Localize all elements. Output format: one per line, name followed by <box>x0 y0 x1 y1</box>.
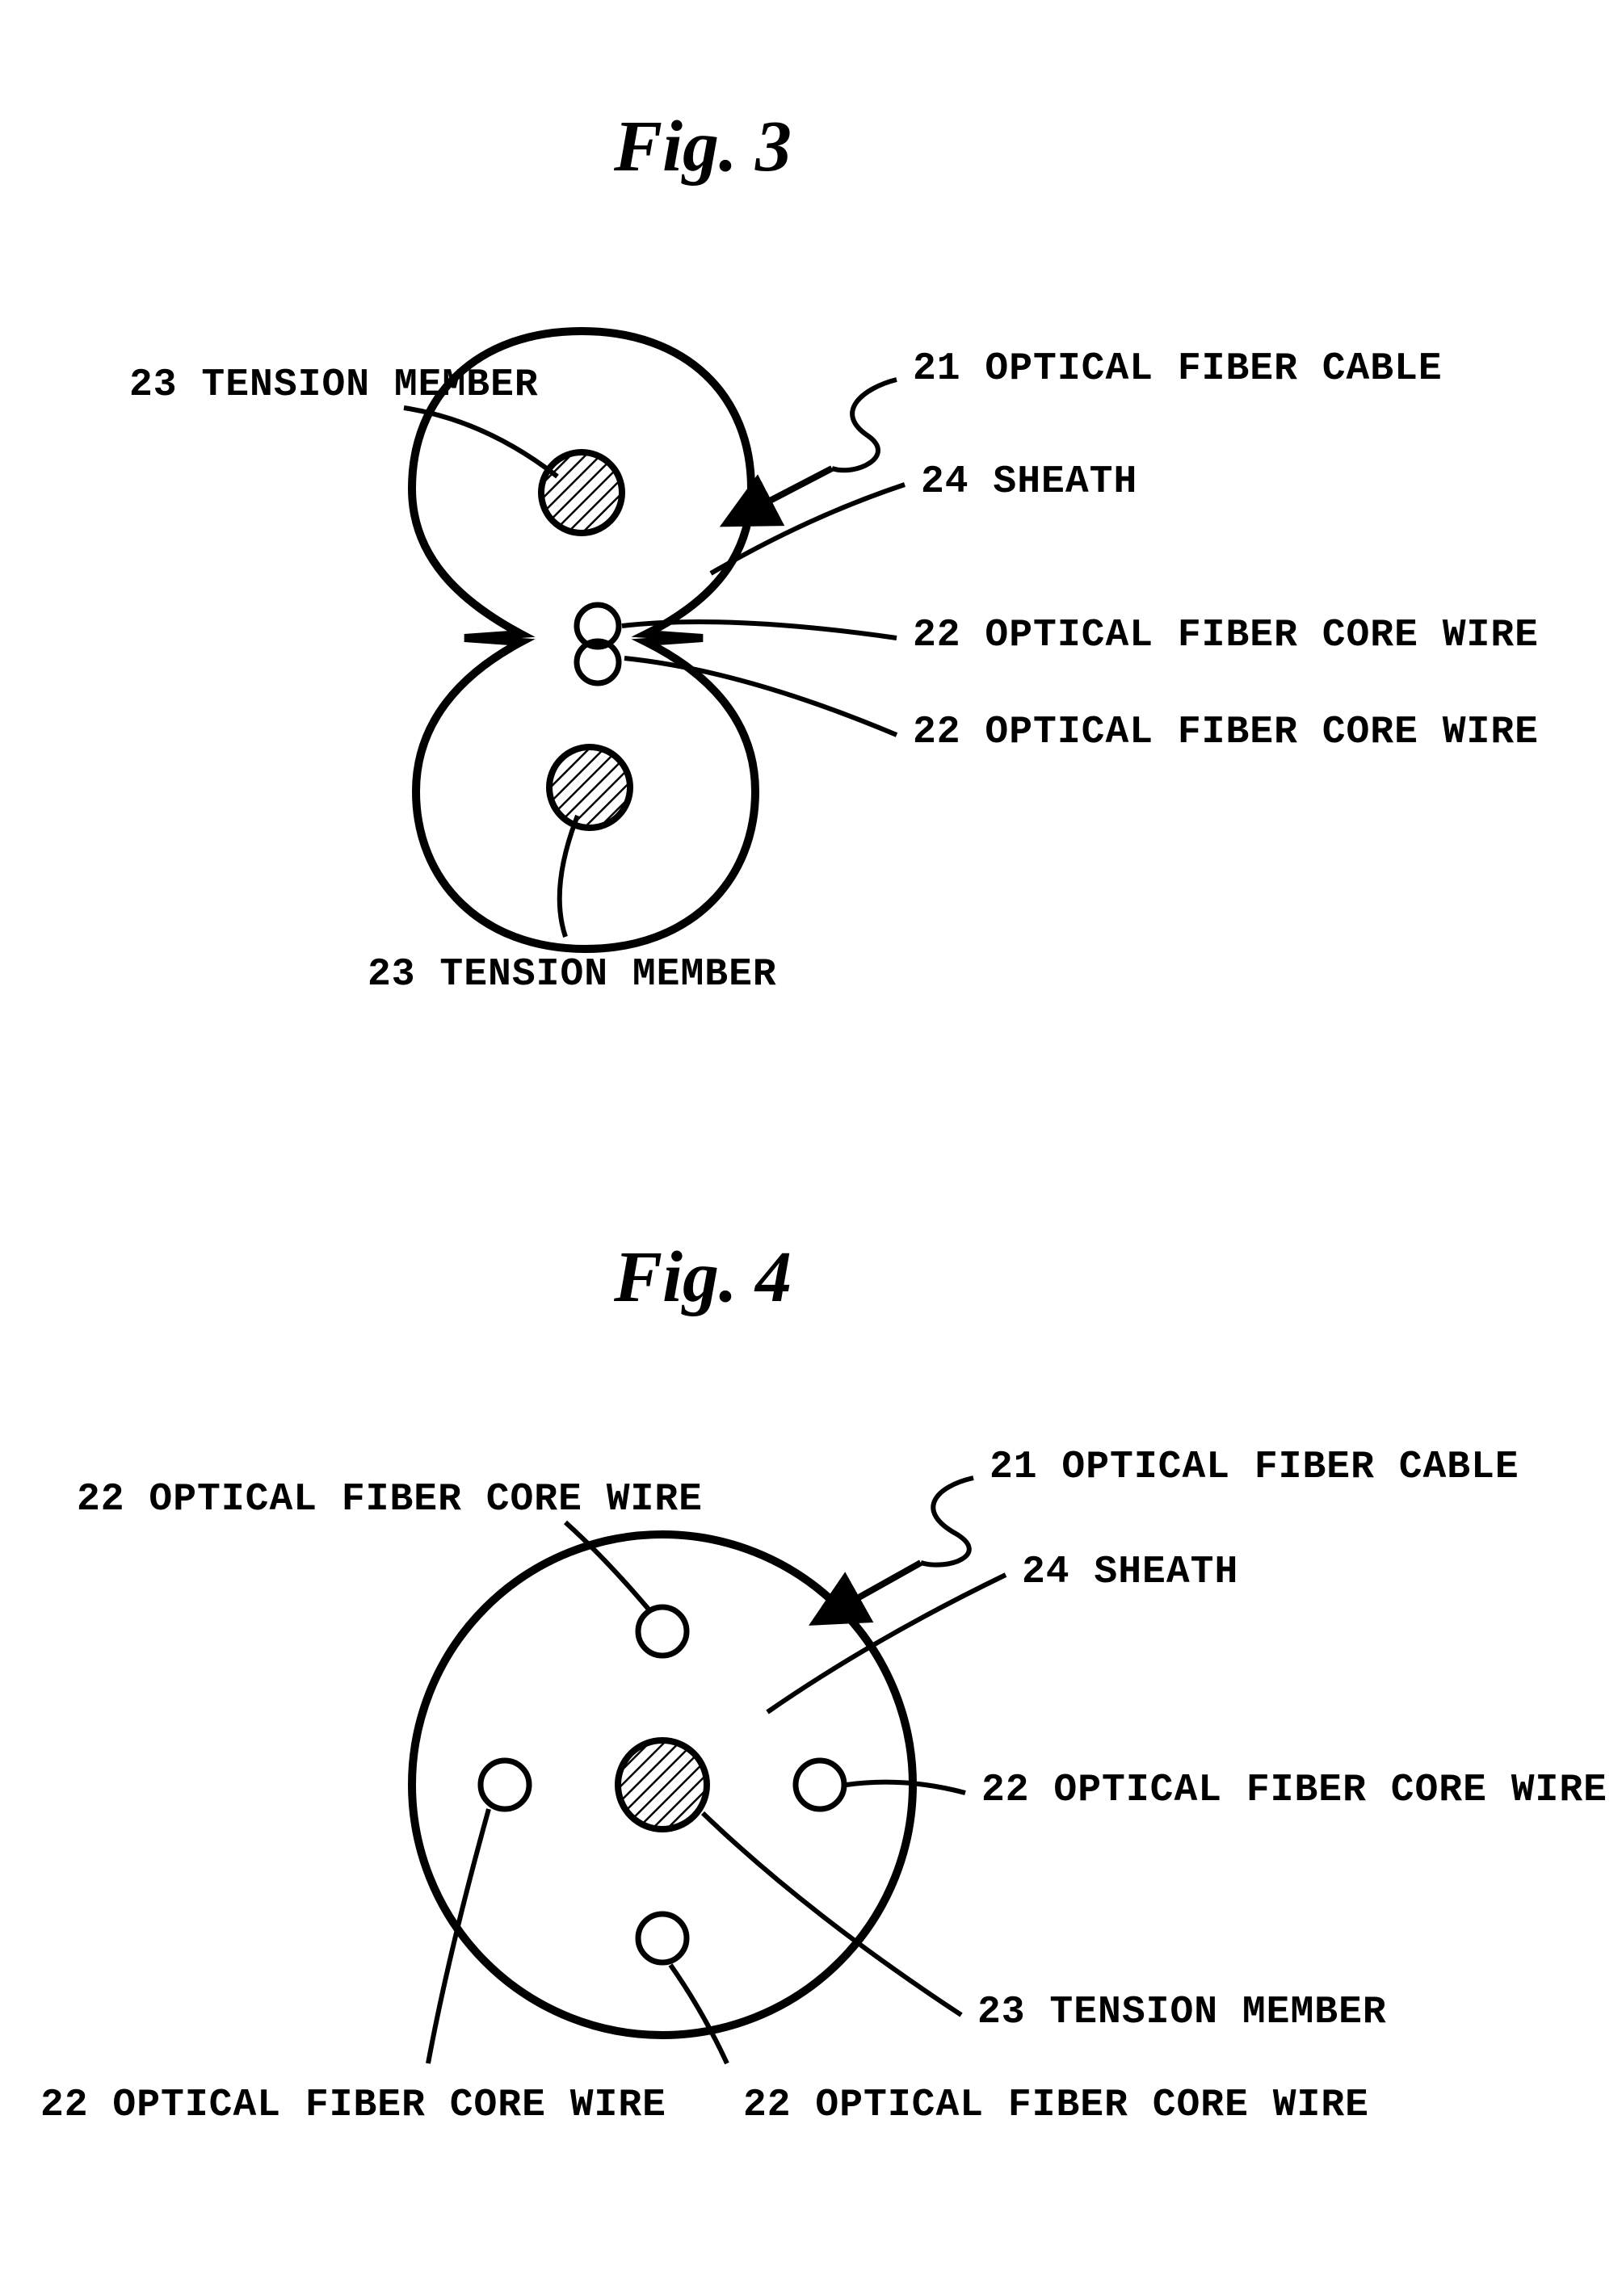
label-number: 22 <box>913 711 961 754</box>
fig4-label-core-right: 22 OPTICAL FIBER CORE WIRE <box>981 1769 1607 1812</box>
fig3-tension-member-bottom <box>549 747 630 828</box>
label-number: 22 <box>913 614 961 657</box>
label-number: 22 <box>77 1478 125 1522</box>
fig4-leader-tension <box>703 1813 961 2015</box>
label-text: SHEATH <box>1094 1551 1238 1594</box>
page: Fig. 3 Fig. 4 <box>0 0 1622 2296</box>
fig4-label-core-topleft: 22 OPTICAL FIBER CORE WIRE <box>77 1478 703 1522</box>
label-text: OPTICAL FIBER CABLE <box>985 347 1442 391</box>
fig3-label-tension-bottom: 23 TENSION MEMBER <box>368 953 777 997</box>
label-text: OPTICAL FIBER CORE WIRE <box>985 711 1539 754</box>
label-number: 22 <box>743 2084 792 2127</box>
fig3-leader-tension-bottom <box>560 816 578 937</box>
fig4-tension-member <box>618 1740 707 1829</box>
label-text: OPTICAL FIBER CORE WIRE <box>985 614 1539 657</box>
label-number: 22 <box>981 1769 1030 1812</box>
label-text: TENSION MEMBER <box>439 953 776 997</box>
label-number: 24 <box>921 460 969 504</box>
fig4-label-tension: 23 TENSION MEMBER <box>977 1991 1387 2034</box>
fig3-label-core-top: 22 OPTICAL FIBER CORE WIRE <box>913 614 1539 657</box>
fig4-label-core-bottomleft: 22 OPTICAL FIBER CORE WIRE <box>40 2084 666 2127</box>
fig3-cable-leader <box>832 380 897 470</box>
label-number: 23 <box>129 363 178 407</box>
fig3-label-sheath: 24 SHEATH <box>921 460 1137 504</box>
label-text: OPTICAL FIBER CORE WIRE <box>112 2084 666 2127</box>
fig4-label-core-bottom: 22 OPTICAL FIBER CORE WIRE <box>743 2084 1369 2127</box>
label-number: 24 <box>1022 1551 1070 1594</box>
fig3-label-cable: 21 OPTICAL FIBER CABLE <box>913 347 1443 391</box>
label-text: OPTICAL FIBER CORE WIRE <box>815 2084 1369 2127</box>
fig4-cable-leader <box>921 1478 973 1565</box>
label-number: 22 <box>40 2084 89 2127</box>
fig4-leader-core-bottom <box>670 1965 727 2063</box>
label-number: 21 <box>990 1446 1038 1489</box>
fig4-core-wire-bottom <box>638 1914 687 1962</box>
fig4-core-wire-top <box>638 1607 687 1656</box>
fig3-tension-member-top <box>541 452 622 533</box>
label-text: OPTICAL FIBER CABLE <box>1061 1446 1519 1489</box>
label-number: 23 <box>368 953 416 997</box>
fig4-label-cable: 21 OPTICAL FIBER CABLE <box>990 1446 1519 1489</box>
fig4-leader-sheath <box>767 1575 1006 1712</box>
fig4-core-wire-right <box>796 1761 844 1809</box>
fig4-core-wire-left <box>481 1761 529 1809</box>
label-text: SHEATH <box>993 460 1137 504</box>
fig3-label-core-bottom: 22 OPTICAL FIBER CORE WIRE <box>913 711 1539 754</box>
label-text: OPTICAL FIBER CORE WIRE <box>149 1478 703 1522</box>
fig4-diagram <box>412 1478 1006 2063</box>
fig3-diagram <box>404 331 905 949</box>
fig4-label-sheath: 24 SHEATH <box>1022 1551 1238 1594</box>
label-number: 23 <box>977 1991 1026 2034</box>
label-text: OPTICAL FIBER CORE WIRE <box>1053 1769 1607 1812</box>
fig3-cable-arrow <box>731 468 832 521</box>
fig3-leader-core-bottom <box>624 658 897 735</box>
fig4-leader-core-right <box>847 1782 965 1793</box>
label-text: TENSION MEMBER <box>201 363 538 407</box>
fig3-label-tension-top: 23 TENSION MEMBER <box>129 363 539 407</box>
drawing-layer <box>0 0 1622 2296</box>
label-text: TENSION MEMBER <box>1049 1991 1386 2034</box>
fig4-cable-arrow <box>820 1563 921 1619</box>
label-number: 21 <box>913 347 961 391</box>
fig3-leader-sheath <box>711 485 905 573</box>
